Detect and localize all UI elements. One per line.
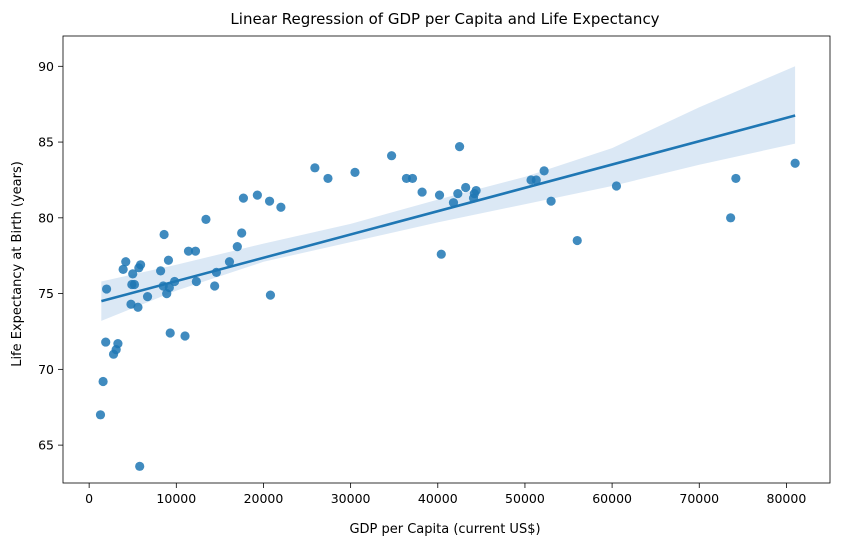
- data-point: [237, 228, 247, 238]
- x-tick-label: 0: [85, 491, 93, 506]
- data-point: [135, 260, 146, 270]
- data-point: [129, 279, 140, 290]
- data-point: [191, 276, 201, 287]
- data-point: [611, 181, 622, 191]
- data-point: [539, 166, 549, 176]
- data-point: [165, 328, 175, 338]
- data-point: [454, 142, 465, 152]
- scatter-points: [95, 142, 800, 471]
- data-point: [121, 257, 131, 267]
- data-point: [126, 299, 136, 309]
- data-point: [790, 158, 800, 168]
- y-tick-label: 90: [38, 59, 54, 74]
- data-point: [118, 264, 128, 274]
- data-point: [128, 269, 138, 279]
- data-point: [264, 196, 275, 206]
- data-point: [417, 187, 427, 197]
- y-tick-label: 85: [38, 135, 54, 150]
- y-axis-ticks: 65 70 75 80 85 90: [38, 59, 63, 453]
- x-tick-label: 70000: [679, 491, 719, 506]
- data-point: [461, 182, 471, 193]
- data-point: [159, 229, 169, 240]
- x-axis-ticks: 0 10000 20000 30000 40000 50000 60000 70000 8000…: [85, 483, 806, 506]
- x-tick-label: 80000: [767, 491, 807, 506]
- regression-line: [101, 114, 796, 303]
- data-point: [436, 249, 446, 259]
- data-point: [210, 281, 220, 291]
- data-point: [101, 337, 111, 347]
- data-point: [572, 235, 582, 246]
- data-point: [386, 151, 397, 161]
- data-point: [310, 163, 320, 173]
- data-point: [265, 290, 276, 300]
- data-point: [276, 202, 286, 212]
- y-tick-label: 70: [38, 362, 54, 377]
- data-point: [546, 196, 556, 206]
- data-point: [407, 173, 418, 184]
- data-point: [183, 246, 194, 256]
- x-tick-label: 40000: [418, 491, 458, 506]
- x-tick-label: 60000: [592, 491, 632, 506]
- data-point: [453, 188, 463, 199]
- data-point: [323, 173, 333, 184]
- data-point: [101, 284, 112, 294]
- data-point: [531, 175, 541, 185]
- data-point: [133, 302, 143, 312]
- data-point: [238, 193, 249, 203]
- data-point: [156, 266, 166, 276]
- data-point: [190, 246, 201, 256]
- data-point: [252, 190, 262, 200]
- data-point: [232, 242, 242, 252]
- data-point: [448, 198, 459, 208]
- data-point: [726, 213, 736, 223]
- data-point: [142, 292, 153, 302]
- y-axis-label: Life Expectancy at Birth (years): [10, 161, 25, 367]
- y-tick-label: 65: [38, 438, 54, 453]
- data-point: [95, 410, 106, 420]
- x-tick-label: 50000: [505, 491, 545, 506]
- data-point: [471, 185, 481, 196]
- plot-frame: [62, 35, 831, 484]
- data-point: [164, 282, 174, 293]
- confidence-band: [101, 66, 796, 321]
- x-tick-label: 20000: [244, 491, 284, 506]
- data-point: [113, 338, 123, 349]
- y-tick-label: 80: [38, 210, 54, 225]
- data-point: [350, 167, 360, 177]
- x-tick-label: 10000: [156, 491, 196, 506]
- chart-title: Linear Regression of GDP per Capita and …: [230, 10, 659, 28]
- plot-area: [95, 66, 800, 471]
- y-tick-label: 75: [38, 286, 54, 301]
- data-point: [731, 173, 741, 184]
- data-point: [201, 214, 211, 224]
- data-point: [135, 461, 145, 471]
- data-point: [224, 257, 235, 267]
- data-point: [180, 331, 190, 341]
- x-tick-label: 30000: [331, 491, 371, 506]
- data-point: [163, 255, 174, 265]
- data-point: [434, 190, 445, 200]
- x-axis-label: GDP per Capita (current US$): [349, 522, 540, 537]
- data-point: [98, 376, 108, 387]
